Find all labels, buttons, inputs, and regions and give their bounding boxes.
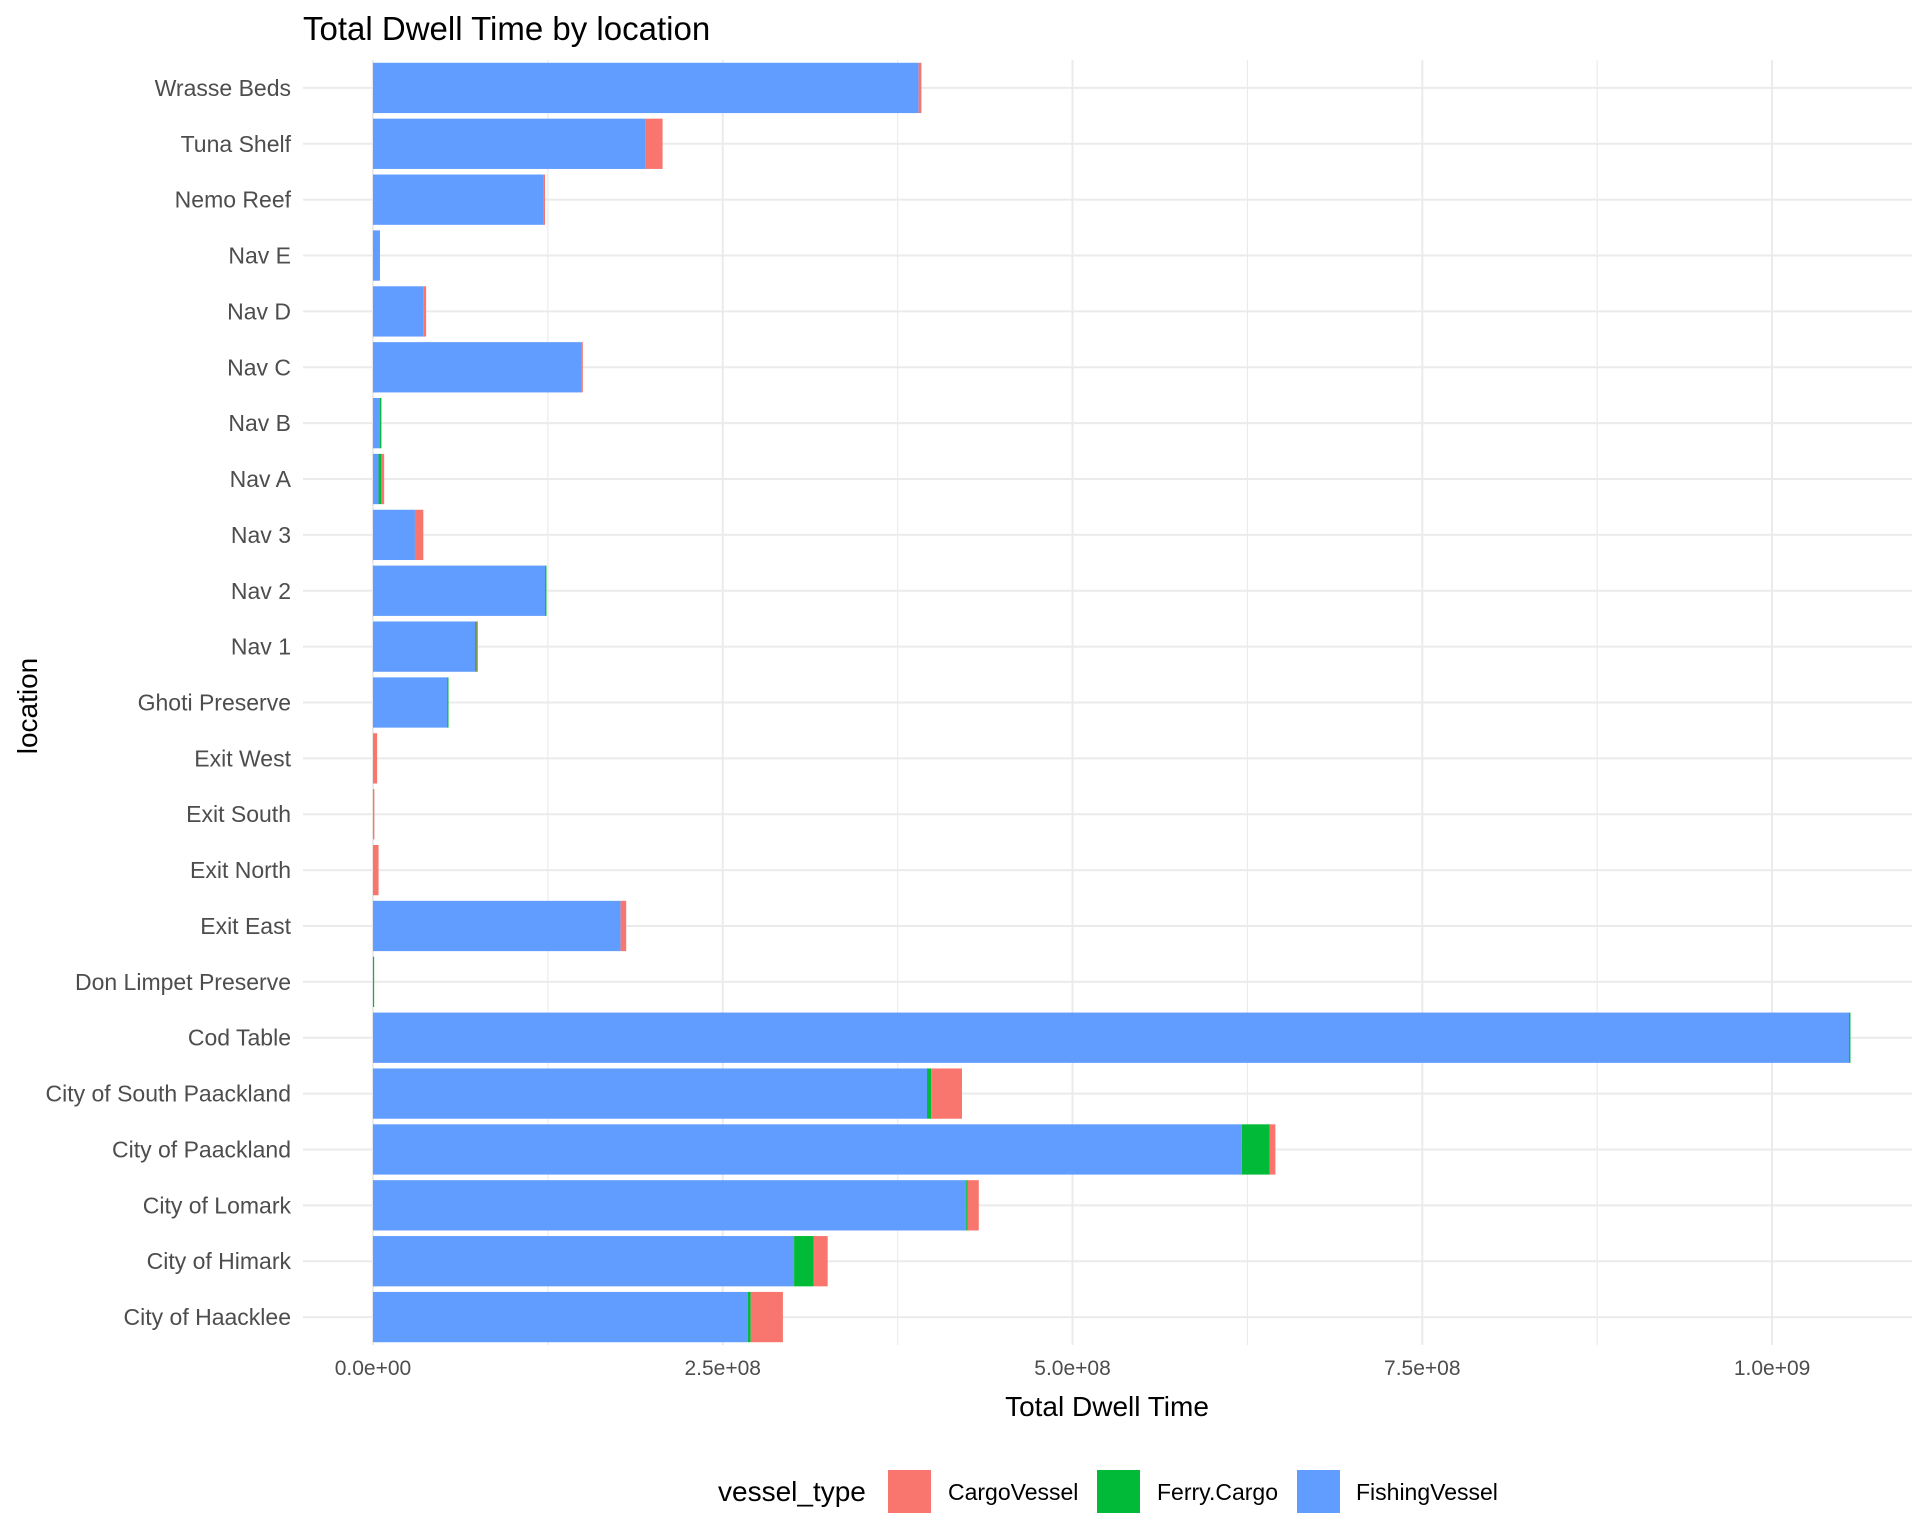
legend-key xyxy=(888,1470,931,1513)
bar-segment xyxy=(372,621,476,672)
bar-segment xyxy=(372,677,448,728)
category-label: Don Limpet Preserve xyxy=(75,969,291,995)
category-label: Cod Table xyxy=(188,1025,291,1051)
category-label: Nav 2 xyxy=(231,578,291,604)
category-label: Nav E xyxy=(228,243,291,269)
bar-segment xyxy=(1241,1124,1270,1175)
x-tick-label: 5.0e+08 xyxy=(1034,1357,1111,1380)
bar-segment xyxy=(750,1291,783,1343)
x-tick-label: 2.5e+08 xyxy=(684,1357,761,1380)
bar-segment xyxy=(545,565,547,616)
category-label: Ghoti Preserve xyxy=(138,690,291,716)
bar-segment xyxy=(372,900,621,952)
bar-segment xyxy=(372,956,375,1007)
bar-segment xyxy=(378,453,382,505)
chart-title: Total Dwell Time by location xyxy=(303,10,710,47)
bar-segment xyxy=(372,733,378,784)
category-label: Tuna Shelf xyxy=(181,131,292,157)
bar-segment xyxy=(423,286,427,337)
bar-segment xyxy=(372,1180,967,1231)
x-tick-label: 1.0e+09 xyxy=(1734,1357,1811,1380)
bar-segment xyxy=(372,1236,795,1287)
bar-segment xyxy=(372,565,546,616)
bar-segment xyxy=(372,286,424,337)
legend-label: FishingVessel xyxy=(1356,1479,1498,1505)
category-label: City of South Paackland xyxy=(46,1081,291,1107)
bar-segment xyxy=(747,1291,751,1343)
category-label: City of Haacklee xyxy=(124,1304,291,1330)
bar-segment xyxy=(794,1236,814,1287)
bar-segment xyxy=(372,62,919,114)
bar-segment xyxy=(476,621,478,672)
bar-segment xyxy=(372,453,379,505)
bar-segment xyxy=(581,342,583,393)
category-label: Nav B xyxy=(228,410,291,436)
category-label: Exit South xyxy=(186,801,291,827)
bar-segment xyxy=(372,1124,1242,1175)
bar-segment xyxy=(372,342,582,393)
bar-segment xyxy=(931,1068,962,1119)
bar-segment xyxy=(372,398,380,449)
legend: vessel_type CargoVessel Ferry.Cargo Fishin… xyxy=(718,1470,1498,1513)
bar-segment xyxy=(620,900,627,952)
category-label: Nav 1 xyxy=(231,634,291,660)
x-tick-label: 0.0e+00 xyxy=(335,1357,412,1380)
bar-segment xyxy=(372,844,379,896)
category-label: Nav C xyxy=(227,354,291,380)
bar-segment xyxy=(379,398,382,449)
legend-key xyxy=(1297,1470,1340,1513)
category-label: Nemo Reef xyxy=(175,187,292,213)
bar-segment xyxy=(381,453,385,505)
bar-segment xyxy=(813,1236,828,1287)
bar-segment xyxy=(927,1068,932,1119)
bar-segment xyxy=(372,1291,748,1343)
bar-segment xyxy=(645,118,663,169)
bar-segment xyxy=(372,509,415,561)
bar-segment xyxy=(447,677,449,728)
category-label: City of Himark xyxy=(147,1248,292,1274)
category-label: Wrasse Beds xyxy=(155,75,291,101)
category-label: City of Lomark xyxy=(143,1192,292,1218)
bar-segment xyxy=(372,1068,928,1119)
y-axis-title: location xyxy=(12,658,43,755)
legend-label: Ferry.Cargo xyxy=(1157,1479,1278,1505)
bar-segment xyxy=(475,621,477,672)
category-label: Nav A xyxy=(230,466,292,492)
bar-segment xyxy=(372,174,544,225)
bar-segment xyxy=(967,1180,979,1231)
bar-segment xyxy=(372,118,646,169)
bar-segment xyxy=(414,509,424,561)
bar-segment xyxy=(1269,1124,1276,1175)
legend-label: CargoVessel xyxy=(948,1479,1078,1505)
category-label: Nav 3 xyxy=(231,522,291,548)
bar-segment xyxy=(372,1012,1850,1063)
category-label: Exit East xyxy=(200,913,291,939)
bar-segment xyxy=(918,62,922,114)
legend-title: vessel_type xyxy=(718,1476,866,1507)
x-tick-labels: 0.0e+00 2.5e+08 5.0e+08 7.5e+08 1.0e+09 xyxy=(335,1357,1811,1380)
category-label: Nav D xyxy=(227,298,291,324)
bar-segment xyxy=(966,1180,968,1231)
category-label: Exit West xyxy=(194,745,291,771)
bar-segment xyxy=(543,174,546,225)
category-labels: City of Haacklee City of Himark City of Lo… xyxy=(46,75,292,1330)
bar-segment xyxy=(372,789,375,840)
bars xyxy=(372,62,1851,1343)
legend-key xyxy=(1097,1470,1140,1513)
x-tick-label: 7.5e+08 xyxy=(1384,1357,1461,1380)
category-label: Exit North xyxy=(190,857,291,883)
bar-segment xyxy=(1849,1012,1851,1063)
x-axis-title: Total Dwell Time xyxy=(1005,1391,1209,1422)
category-label: City of Paackland xyxy=(112,1136,291,1162)
bar-segment xyxy=(372,230,380,281)
